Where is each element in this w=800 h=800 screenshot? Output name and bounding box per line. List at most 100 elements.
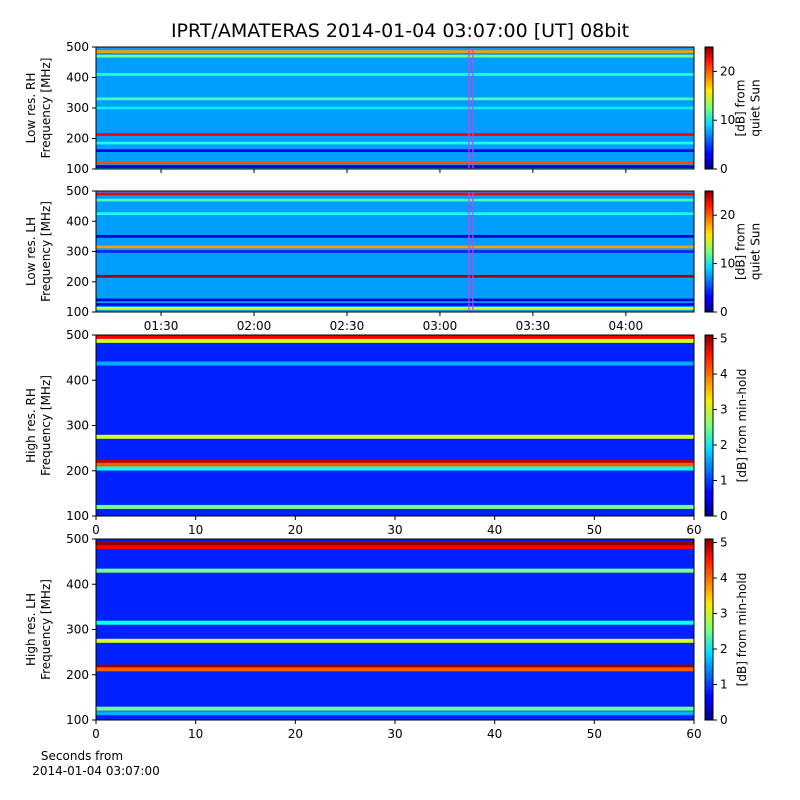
heatmap-band	[96, 335, 694, 340]
colorbar-tick-label: 3	[720, 607, 728, 621]
heatmap-band	[96, 245, 694, 249]
colorbar-tick-label: 0	[720, 713, 728, 727]
colorbar	[704, 334, 714, 517]
y-axis-label: Low res. RH	[24, 73, 38, 144]
heatmap-band	[96, 620, 694, 625]
heatmap-band	[96, 459, 694, 464]
x-tick-label: 10	[188, 727, 203, 741]
y-axis-label: High res. LH	[24, 593, 38, 666]
heatmap-band	[96, 298, 694, 302]
heatmap-band	[96, 504, 694, 509]
x-tick-label: 60	[686, 727, 701, 741]
y-tick-label: 400	[66, 71, 89, 85]
x-tick-label: 40	[487, 727, 502, 741]
x-tick-label: 02:00	[237, 319, 272, 333]
x-tick-label: 50	[587, 727, 602, 741]
colorbar-tick-label: 0	[720, 305, 728, 319]
heatmap-band	[96, 50, 694, 53]
heatmap-band	[96, 165, 694, 168]
y-tick-label: 100	[66, 305, 89, 319]
colorbar-tick-label: 1	[720, 474, 728, 488]
colorbar-label: [dB] from min-hold	[735, 369, 749, 483]
x-tick-label: 0	[92, 523, 100, 537]
heatmap-band	[96, 307, 694, 310]
heatmap-band	[96, 338, 694, 343]
colorbar	[704, 538, 714, 721]
heatmap-band	[96, 711, 694, 716]
heatmap-band	[96, 638, 694, 643]
x-tick-label: 0	[92, 727, 100, 741]
y-axis-label: Frequency [MHz]	[39, 375, 53, 476]
y-axis-label: Frequency [MHz]	[39, 201, 53, 302]
colorbar-tick-label: 5	[720, 332, 728, 346]
y-axis-label: Frequency [MHz]	[39, 58, 53, 159]
heatmap-band	[96, 235, 694, 238]
colorbar-tick-label: 1	[720, 678, 728, 692]
y-tick-label: 500	[66, 328, 89, 342]
y-axis-label: Frequency [MHz]	[39, 579, 53, 680]
x-axis-label: Seconds from	[41, 749, 123, 763]
y-tick-label: 200	[66, 668, 89, 682]
x-tick-label: 50	[587, 523, 602, 537]
x-tick-label: 01:30	[144, 319, 179, 333]
y-tick-label: 500	[66, 40, 89, 54]
heatmap-band	[96, 97, 694, 101]
colorbar-tick-label: 4	[720, 571, 728, 585]
figure-title: IPRT/AMATERAS 2014-01-04 03:07:00 [UT] 0…	[171, 20, 629, 42]
colorbar-label: [dB] from	[734, 80, 748, 137]
heatmap-band	[96, 161, 694, 165]
colorbar-label: [dB] from min-hold	[735, 573, 749, 687]
y-tick-label: 100	[66, 509, 89, 523]
heatmap-band	[96, 149, 694, 153]
heatmap-band	[96, 198, 694, 202]
colorbar-tick-label: 2	[720, 438, 728, 452]
y-axis-label: Low res. LH	[24, 217, 38, 286]
heatmap-band	[96, 434, 694, 439]
heatmap-band	[96, 541, 694, 546]
x-tick-label: 04:00	[609, 319, 644, 333]
heatmap-band	[96, 545, 694, 550]
heatmap-band	[96, 141, 694, 145]
heatmap-band	[96, 462, 694, 467]
y-tick-label: 400	[66, 214, 89, 228]
heatmap-band	[96, 250, 694, 253]
heatmap-band	[96, 133, 694, 136]
colorbar-label: quiet Sun	[749, 223, 763, 280]
x-tick-label: 40	[487, 523, 502, 537]
colorbar-label: quiet Sun	[749, 79, 763, 136]
heatmap-band	[96, 73, 694, 76]
heatmap-band	[96, 106, 694, 110]
heatmap-band	[96, 466, 694, 471]
y-tick-label: 300	[66, 245, 89, 259]
x-tick-label: 20	[288, 727, 303, 741]
y-axis-label: High res. RH	[24, 388, 38, 463]
x-tick-label: 03:00	[423, 319, 458, 333]
y-tick-label: 200	[66, 132, 89, 146]
heatmap-band	[96, 664, 694, 669]
y-tick-label: 300	[66, 419, 89, 433]
colorbar-tick-label: 10	[720, 113, 735, 127]
heatmap-band	[96, 568, 694, 573]
y-tick-label: 400	[66, 373, 89, 387]
y-tick-label: 200	[66, 464, 89, 478]
x-tick-label: 02:30	[330, 319, 365, 333]
colorbar-tick-label: 2	[720, 642, 728, 656]
x-tick-label: 20	[288, 523, 303, 537]
heatmap-background	[96, 539, 694, 720]
colorbar-tick-label: 5	[720, 536, 728, 550]
colorbar-label: [dB] from	[734, 223, 748, 280]
x-tick-label: 60	[686, 523, 701, 537]
colorbar-tick-label: 0	[720, 162, 728, 176]
y-tick-label: 200	[66, 275, 89, 289]
y-tick-label: 500	[66, 532, 89, 546]
colorbar-tick-label: 20	[720, 64, 735, 78]
heatmap-band	[96, 706, 694, 711]
y-tick-label: 300	[66, 623, 89, 637]
y-tick-label: 300	[66, 101, 89, 115]
colorbar-tick-label: 3	[720, 403, 728, 417]
x-tick-label: 10	[188, 523, 203, 537]
heatmap-band	[96, 274, 694, 278]
x-axis-label: 2014-01-04 03:07:00	[32, 764, 159, 778]
heatmap-band	[96, 303, 694, 306]
